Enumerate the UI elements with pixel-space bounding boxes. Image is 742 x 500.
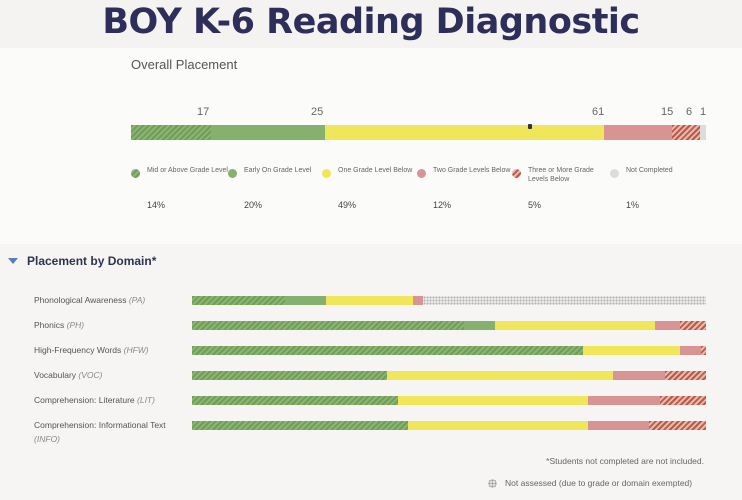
domain-label: High-Frequency Words (HFW) xyxy=(34,343,184,357)
domain-label: Comprehension: Literature (LIT) xyxy=(34,393,184,407)
footnote: *Students not completed are not included… xyxy=(546,456,704,466)
domain-segment-mid-above[interactable] xyxy=(192,321,465,330)
domain-bar[interactable] xyxy=(192,396,706,405)
legend-label: One Grade Level Below xyxy=(338,167,413,174)
domain-name: Phonics xyxy=(34,320,67,330)
domain-abbr: (PH) xyxy=(66,320,85,330)
domain-segment-one-below[interactable] xyxy=(407,421,588,430)
domain-name: High-Frequency Words xyxy=(34,345,124,355)
domain-bar[interactable] xyxy=(192,346,706,355)
domain-segment-one-below[interactable] xyxy=(397,396,588,405)
legend-label: Two Grade Levels Below xyxy=(433,167,511,174)
legend-percent-mid-above: 14% xyxy=(147,200,166,210)
legend-swatch-icon xyxy=(322,169,331,178)
domain-bar[interactable] xyxy=(192,421,706,430)
domain-segment-mid-above[interactable] xyxy=(192,296,285,305)
domain-segment-two-below[interactable] xyxy=(587,396,660,405)
legend-percent-not-completed: 1% xyxy=(626,200,640,210)
domain-bar[interactable] xyxy=(192,296,706,305)
domain-abbr: (VOC) xyxy=(78,370,103,380)
legend-swatch-icon xyxy=(131,169,140,178)
domain-label: Phonics (PH) xyxy=(34,318,184,332)
domain-segment-two-below[interactable] xyxy=(654,321,681,330)
domain-abbr: (INFO) xyxy=(34,434,60,444)
overall-placement-bar[interactable] xyxy=(131,125,706,140)
legend-label: Three or More Grade Levels Below xyxy=(528,167,594,183)
legend-percent-two-below: 12% xyxy=(433,200,452,210)
domain-bar[interactable] xyxy=(192,371,706,380)
domain-abbr: (PA) xyxy=(128,295,146,305)
domain-segment-two-below[interactable] xyxy=(613,371,665,380)
domain-segment-three-below[interactable] xyxy=(680,321,706,330)
legend-percent-early-on: 20% xyxy=(244,200,263,210)
domain-segment-three-below[interactable] xyxy=(659,396,706,405)
domain-segment-one-below[interactable] xyxy=(387,371,614,380)
overall-segment-mid-above[interactable] xyxy=(131,125,211,140)
domain-abbr: (HFW) xyxy=(123,345,149,355)
domain-abbr: (LIT) xyxy=(137,395,155,405)
domain-segment-early-on[interactable] xyxy=(464,321,496,330)
not-assessed-legend: Not assessed (due to grade or domain exe… xyxy=(488,478,692,488)
domain-segment-mid-above[interactable] xyxy=(192,396,398,405)
domain-name: Vocabulary xyxy=(34,370,79,380)
domain-name: Phonological Awareness xyxy=(34,295,129,305)
domain-bar[interactable] xyxy=(192,321,706,330)
count-two-below: 15 xyxy=(661,106,674,118)
count-three-below: 6 xyxy=(686,106,693,118)
domain-segment-two-below[interactable] xyxy=(587,421,650,430)
domain-segment-mid-above[interactable] xyxy=(192,346,583,355)
domain-segment-two-below[interactable] xyxy=(413,296,424,305)
domain-segment-one-below[interactable] xyxy=(325,296,413,305)
legend-swatch-icon xyxy=(610,169,619,178)
domain-name: Comprehension: Literature xyxy=(34,395,138,405)
count-mid-above: 17 xyxy=(197,106,210,118)
not-assessed-icon xyxy=(488,478,497,488)
page-title: BOY K-6 Reading Diagnostic xyxy=(102,2,640,42)
domain-label: Vocabulary (VOC) xyxy=(34,368,184,382)
count-one-below: 61 xyxy=(592,106,605,118)
legend-swatch-icon xyxy=(417,169,426,178)
domain-segment-early-on[interactable] xyxy=(284,296,326,305)
legend-label: Mid or Above Grade Level xyxy=(147,167,228,174)
not-assessed-label: Not assessed (due to grade or domain exe… xyxy=(505,478,693,488)
caret-down-icon[interactable] xyxy=(8,258,18,264)
domain-label: Comprehension: Informational Text (INFO) xyxy=(34,418,184,446)
domain-segment-two-below[interactable] xyxy=(680,346,701,355)
domain-name: Comprehension: Informational Text xyxy=(34,420,166,430)
domain-segment-one-below[interactable] xyxy=(495,321,655,330)
overall-segment-one-below[interactable] xyxy=(324,125,604,140)
overall-segment-three-below[interactable] xyxy=(671,125,701,140)
overall-placement-label: Overall Placement xyxy=(131,57,238,72)
legend-label: Not Completed xyxy=(626,167,673,174)
count-early-on: 25 xyxy=(311,106,324,118)
legend-percent-one-below: 49% xyxy=(338,200,357,210)
legend-swatch-icon xyxy=(228,169,237,178)
overall-segment-two-below[interactable] xyxy=(603,125,672,140)
domain-segment-not-assessed xyxy=(423,296,706,305)
domain-segment-three-below[interactable] xyxy=(664,371,706,380)
domain-segment-three-below[interactable] xyxy=(649,421,706,430)
domain-segment-mid-above[interactable] xyxy=(192,371,388,380)
overall-segment-not-completed[interactable] xyxy=(700,125,706,140)
overall-segment-early-on[interactable] xyxy=(210,125,325,140)
domain-segment-one-below[interactable] xyxy=(582,346,681,355)
domain-section-title: Placement by Domain* xyxy=(27,254,157,268)
domain-segment-three-below[interactable] xyxy=(700,346,706,355)
overall-placement-panel xyxy=(0,48,742,244)
domain-segment-mid-above[interactable] xyxy=(192,421,408,430)
count-not-completed: 1 xyxy=(700,106,707,118)
domain-section-header[interactable]: Placement by Domain* xyxy=(8,254,156,268)
legend-swatch-icon xyxy=(512,169,521,178)
legend-percent-three-below: 5% xyxy=(528,200,542,210)
legend-label: Early On Grade Level xyxy=(244,167,312,174)
bar-marker xyxy=(528,124,532,129)
domain-label: Phonological Awareness (PA) xyxy=(34,293,184,307)
